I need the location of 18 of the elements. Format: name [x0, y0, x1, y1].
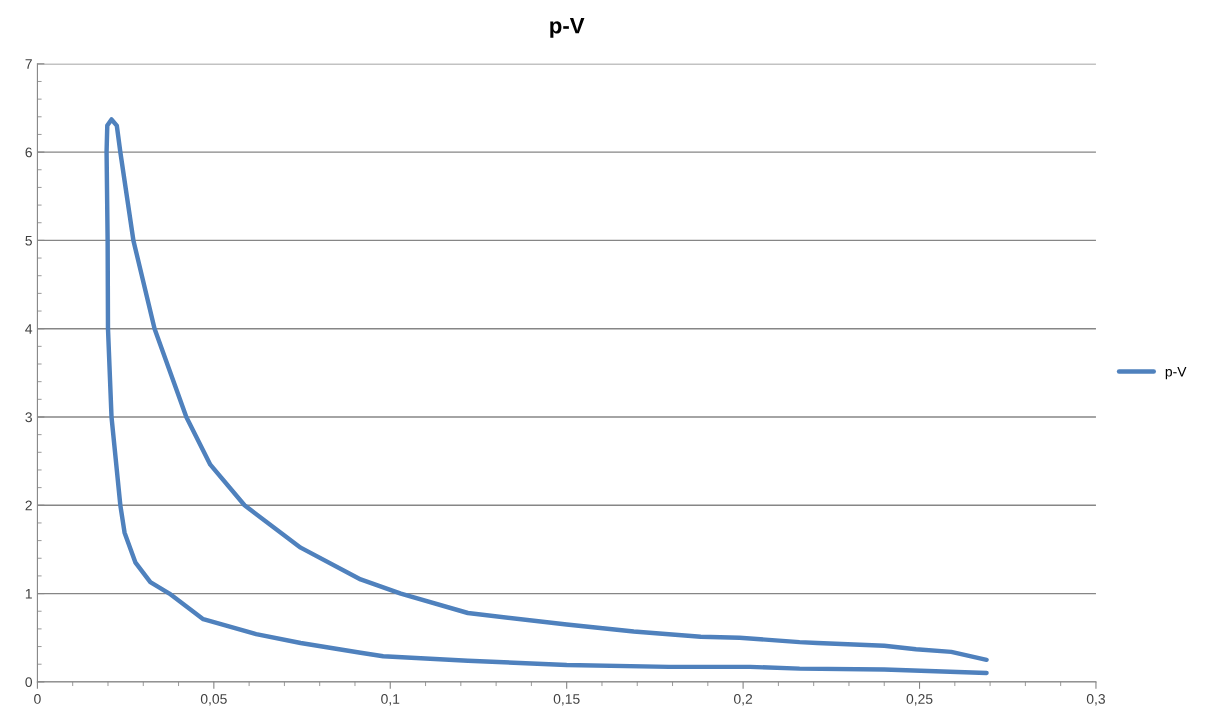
- y-tick-label: 2: [25, 500, 32, 511]
- y-tick-label: 4: [25, 324, 33, 334]
- y-tick-label: 5: [25, 235, 32, 246]
- y-tick-label: 1: [25, 589, 32, 599]
- y-tick-label: 3: [25, 412, 32, 423]
- legend-label: p-V: [1165, 366, 1187, 380]
- x-tick-label: 0,2: [734, 694, 753, 706]
- x-tick-label: 0: [34, 694, 41, 704]
- line-series: [104, 117, 989, 676]
- x-tick-label: 0,3: [1086, 694, 1105, 706]
- y-tick-label: 0: [25, 677, 33, 688]
- x-tick-label: 0,1: [381, 694, 400, 706]
- y-tick-label: 7: [25, 59, 32, 69]
- y-tick-label: 6: [25, 147, 32, 158]
- x-tick-label: 0,05: [200, 694, 227, 706]
- x-tick-label: 0,15: [553, 694, 580, 706]
- chart-title: p-V: [550, 17, 585, 38]
- x-tick-label: 0,25: [906, 694, 933, 706]
